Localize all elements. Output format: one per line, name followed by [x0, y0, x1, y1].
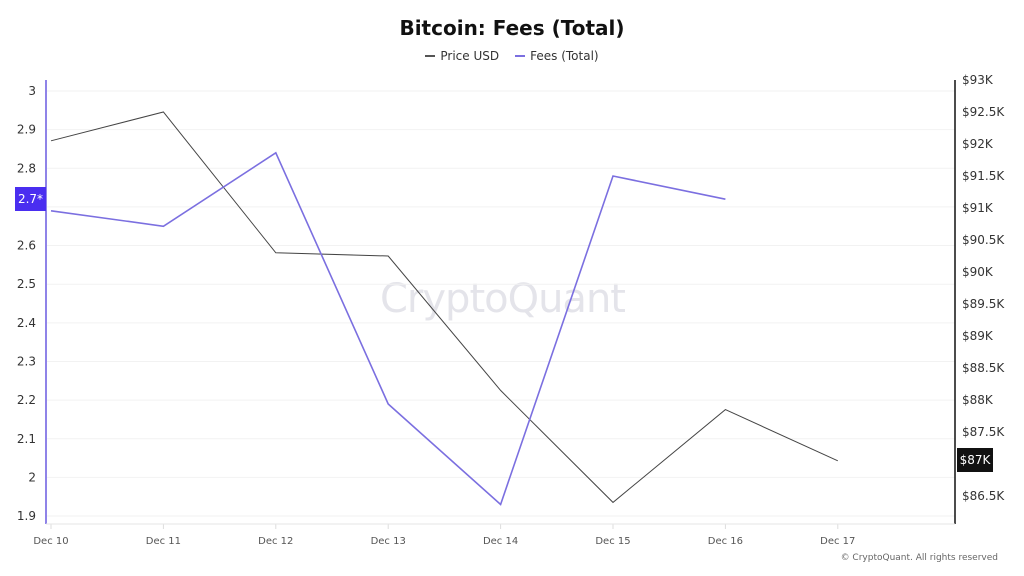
left-axis-tick-label: 2.6	[17, 239, 36, 253]
x-axis-tick-label: Dec 11	[146, 536, 181, 547]
right-axis-tick-label: $91.5K	[962, 169, 1005, 183]
legend-swatch-fees-icon	[515, 55, 526, 57]
right-axis-tick-label: $88K	[962, 393, 994, 407]
copyright-footer: © CryptoQuant. All rights reserved	[840, 553, 998, 563]
left-axis-tick-label: 2.5	[17, 277, 36, 291]
x-axis-tick-label: Dec 16	[708, 536, 743, 547]
left-axis-tick-label: 2.4	[17, 316, 36, 330]
right-axis-tick-label: $91K	[962, 201, 994, 215]
left-axis-tick-label: 2.2	[17, 393, 36, 407]
legend-swatch-price-icon	[425, 55, 436, 57]
legend-label-fees: Fees (Total)	[530, 49, 599, 63]
gridlines	[47, 90, 955, 517]
right-axis-tick-label: $89K	[962, 329, 994, 343]
left-axis-tick-label: 2.3	[17, 354, 36, 368]
right-axis-tick-label: $86.5K	[962, 489, 1005, 503]
x-axis-tick-label: Dec 10	[33, 536, 68, 547]
left-axis-tick-label: 3	[28, 84, 36, 98]
right-axis-tick-label: $92.5K	[962, 105, 1005, 119]
right-axis-tick-label: $87.5K	[962, 425, 1005, 439]
left-axis-tick-label: 2	[28, 470, 36, 484]
legend-item-fees[interactable]: Fees (Total)	[515, 49, 599, 63]
left-axis-tick-label: 2.9	[17, 123, 36, 137]
left-axis-tick-label: 2.8	[17, 161, 36, 175]
watermark: CryptoQuant	[380, 276, 626, 322]
x-axis-ticks: Dec 10 Dec 11 Dec 12 Dec 13 Dec 14 Dec 15 Dec …	[33, 524, 855, 547]
x-axis-tick-label: Dec 13	[371, 536, 406, 547]
left-axis-ticks: 32.92.82.72.62.52.42.32.22.121.9	[17, 84, 36, 523]
right-axis-ticks: $93K $92.5K $92K $91.5K $91K $90.5K $90K $89.5K…	[962, 73, 1005, 503]
crosshair-left-value-badge: 2.7*	[15, 187, 46, 211]
legend-label-price: Price USD	[440, 49, 500, 63]
right-axis-tick-label: $93K	[962, 73, 994, 87]
x-axis-tick-label: Dec 15	[595, 536, 630, 547]
legend-item-price[interactable]: Price USD	[425, 49, 499, 63]
chart-title: Bitcoin: Fees (Total)	[399, 16, 625, 40]
left-axis-tick-label: 1.9	[17, 509, 36, 523]
x-axis-tick-label: Dec 14	[483, 536, 518, 547]
crosshair-right-value-badge: $87K	[957, 448, 993, 472]
legend: Price USD Fees (Total)	[0, 49, 1024, 63]
right-axis-tick-label: $88.5K	[962, 361, 1005, 375]
x-axis-tick-label: Dec 17	[820, 536, 855, 547]
right-axis-tick-label: $90K	[962, 265, 994, 279]
right-axis-tick-label: $90.5K	[962, 233, 1005, 247]
fees-total-line	[50, 151, 726, 506]
right-axis-tick-label: $89.5K	[962, 297, 1005, 311]
x-axis-tick-label: Dec 12	[258, 536, 293, 547]
price-usd-line	[50, 111, 839, 504]
left-axis-tick-label: 2.1	[17, 432, 36, 446]
right-axis-tick-label: $92K	[962, 137, 994, 151]
